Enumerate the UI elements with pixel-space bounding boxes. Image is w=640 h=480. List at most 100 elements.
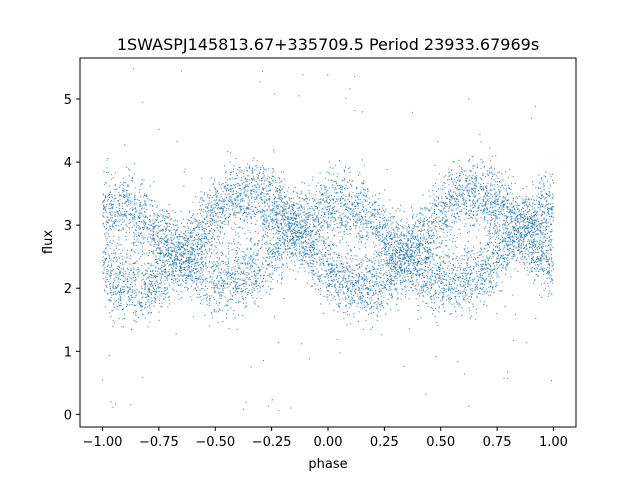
data-point (147, 306, 149, 308)
data-point (530, 268, 532, 270)
data-point (261, 199, 263, 201)
data-point (320, 275, 322, 277)
data-point (542, 243, 544, 245)
data-point (230, 293, 232, 295)
data-point (437, 197, 439, 199)
data-point (221, 285, 223, 287)
data-point (284, 208, 286, 210)
data-point (354, 284, 356, 286)
data-point (352, 204, 354, 206)
data-point (398, 236, 400, 238)
data-point (121, 291, 123, 293)
data-point (424, 281, 426, 283)
data-point (499, 214, 501, 216)
data-point (298, 229, 300, 231)
data-point (378, 264, 380, 266)
data-point (425, 240, 427, 242)
data-point (214, 224, 216, 226)
data-point (387, 219, 389, 221)
data-point (362, 278, 364, 280)
data-point (540, 231, 542, 233)
data-point (110, 174, 112, 176)
data-point (222, 207, 224, 209)
data-point (266, 220, 268, 222)
data-point (193, 230, 195, 232)
data-point (474, 289, 476, 291)
data-point (131, 296, 133, 298)
data-point (333, 221, 335, 223)
data-point (371, 204, 373, 206)
data-point (253, 270, 255, 272)
data-point (206, 195, 208, 197)
data-point (198, 296, 200, 298)
data-point (211, 265, 213, 267)
data-point (254, 255, 256, 257)
data-point (434, 280, 436, 282)
data-point (127, 280, 129, 282)
data-point (324, 256, 326, 258)
data-point (450, 313, 452, 315)
data-point (393, 262, 395, 264)
data-point (304, 226, 306, 228)
data-point (400, 269, 402, 271)
data-point (162, 274, 164, 276)
data-point (219, 274, 221, 276)
data-point (439, 280, 441, 282)
data-point (458, 262, 460, 264)
data-point (109, 277, 111, 279)
data-point (326, 294, 328, 296)
data-point (126, 192, 128, 194)
data-point (521, 210, 523, 212)
data-point (543, 270, 545, 272)
data-point (550, 209, 552, 211)
data-point (128, 184, 130, 186)
data-point (355, 291, 357, 293)
data-point (145, 269, 147, 271)
data-point (476, 284, 478, 286)
data-point (548, 213, 550, 215)
data-point (398, 224, 400, 226)
data-point (293, 190, 295, 192)
data-point (473, 187, 475, 189)
data-point (123, 213, 125, 215)
data-point (548, 208, 550, 210)
data-point (463, 259, 465, 261)
data-point (348, 168, 350, 170)
data-point (343, 312, 345, 314)
data-point (465, 178, 467, 180)
data-point (371, 231, 373, 233)
data-point (411, 236, 413, 238)
data-point (506, 264, 508, 266)
data-point (383, 307, 385, 309)
data-point (366, 265, 368, 267)
data-point (423, 259, 425, 261)
data-point (213, 195, 215, 197)
data-point (254, 165, 256, 167)
data-point (472, 156, 474, 158)
data-point (229, 196, 231, 198)
data-point (416, 258, 418, 260)
data-point (417, 240, 419, 242)
data-point (388, 249, 390, 251)
data-point (517, 227, 519, 229)
data-point (167, 247, 169, 249)
data-point (167, 271, 169, 273)
data-point (180, 274, 182, 276)
data-point (388, 265, 390, 267)
data-point (211, 262, 213, 264)
data-point (269, 247, 271, 249)
data-point (451, 273, 453, 275)
data-point (420, 219, 422, 221)
data-point (286, 238, 288, 240)
data-point (459, 293, 461, 295)
data-point (418, 240, 420, 242)
data-point (198, 201, 200, 203)
data-point (253, 244, 255, 246)
data-point (513, 205, 515, 207)
data-point (156, 240, 158, 242)
data-point (348, 296, 350, 298)
data-point (109, 191, 111, 193)
data-point (178, 279, 180, 281)
data-point (166, 238, 168, 240)
data-point (398, 239, 400, 241)
